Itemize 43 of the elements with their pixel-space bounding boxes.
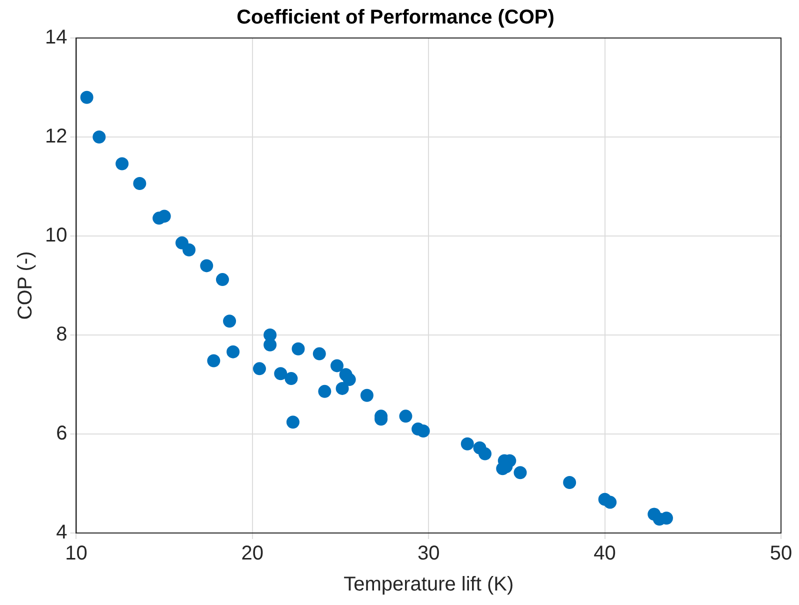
point xyxy=(318,384,332,398)
y-axis-title: COP (-) xyxy=(14,251,37,320)
x-tick-label: 30 xyxy=(418,542,440,565)
point xyxy=(514,466,527,480)
point xyxy=(342,373,356,386)
x-tick-label: 40 xyxy=(594,542,616,565)
y-tick-label: 14 xyxy=(44,26,68,49)
x-tick-label: 50 xyxy=(770,542,792,565)
point xyxy=(252,362,266,376)
point xyxy=(563,476,576,490)
point xyxy=(292,342,305,356)
point xyxy=(399,410,412,423)
point xyxy=(264,338,277,352)
point xyxy=(312,347,326,360)
point xyxy=(604,496,617,509)
point xyxy=(330,359,344,372)
y-tick-label: 10 xyxy=(44,224,68,247)
point xyxy=(286,416,300,429)
point xyxy=(360,388,374,402)
point xyxy=(182,243,196,256)
point xyxy=(116,157,129,170)
point xyxy=(274,367,288,380)
point xyxy=(416,424,430,438)
point xyxy=(336,382,349,395)
point xyxy=(158,210,171,223)
point xyxy=(133,177,146,190)
point xyxy=(478,447,492,460)
y-tick-label: 6 xyxy=(56,422,68,445)
point xyxy=(226,345,240,358)
point xyxy=(200,259,214,272)
y-tick-label: 12 xyxy=(44,126,68,148)
y-tick-label: 4 xyxy=(56,522,68,544)
y-tick-label: 8 xyxy=(56,324,68,346)
point xyxy=(207,354,220,368)
point xyxy=(80,90,94,104)
point xyxy=(284,372,298,386)
chart-title: Coefficient of Performance (COP) xyxy=(236,6,554,29)
point xyxy=(92,130,106,144)
point xyxy=(216,273,229,286)
x-tick-label: 20 xyxy=(241,542,264,565)
point xyxy=(223,314,236,328)
point xyxy=(460,437,474,450)
x-axis-title: Temperature lift (K) xyxy=(344,574,514,596)
